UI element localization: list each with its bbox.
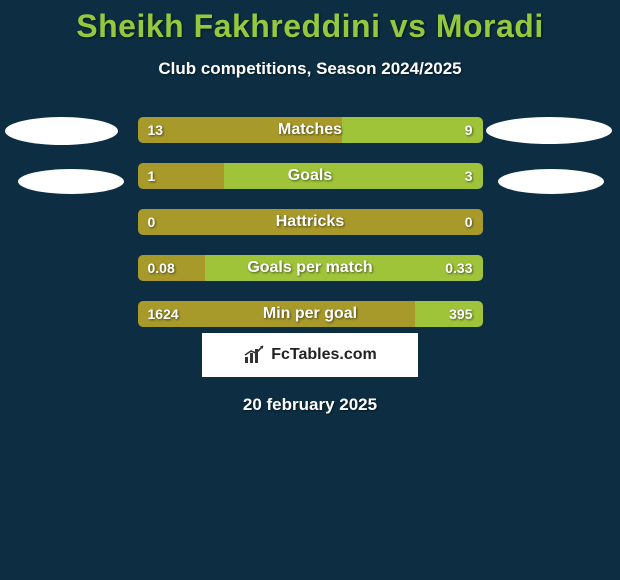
branding-box: FcTables.com <box>202 333 418 377</box>
bar-row: Matches13 9 <box>138 117 483 143</box>
bar-label: Matches <box>138 117 483 143</box>
player-left-oval-top <box>5 117 118 145</box>
bar-value-right: 3 <box>465 163 473 189</box>
bar-value-right: 9 <box>465 117 473 143</box>
bar-label: Min per goal <box>138 301 483 327</box>
bar-label: Goals <box>138 163 483 189</box>
player-left-oval-bottom <box>18 169 124 194</box>
bar-row: Min per goal1624 395 <box>138 301 483 327</box>
subtitle: Club competitions, Season 2024/2025 <box>0 59 620 79</box>
bar-row: Hattricks0 0 <box>138 209 483 235</box>
bar-label: Goals per match <box>138 255 483 281</box>
bar-row: Goals per match0.08 0.33 <box>138 255 483 281</box>
bar-value-right: 0.33 <box>445 255 472 281</box>
bar-value-left: 1 <box>148 163 156 189</box>
page-title: Sheikh Fakhreddini vs Moradi <box>0 0 620 45</box>
bar-row: Goals1 3 <box>138 163 483 189</box>
chart-icon <box>243 345 265 365</box>
bar-value-left: 13 <box>148 117 164 143</box>
comparison-page: Sheikh Fakhreddini vs Moradi Club compet… <box>0 0 620 580</box>
bar-value-left: 0 <box>148 209 156 235</box>
bar-value-left: 1624 <box>148 301 179 327</box>
player-right-oval-top <box>486 117 612 144</box>
bar-value-right: 395 <box>449 301 472 327</box>
bar-label: Hattricks <box>138 209 483 235</box>
content-area: Matches139Goals13Hattricks00Goals per ma… <box>0 117 620 415</box>
branding-text: FcTables.com <box>271 346 377 364</box>
player-right-oval-bottom <box>498 169 604 194</box>
date-text: 20 february 2025 <box>0 395 620 415</box>
bar-value-left: 0.08 <box>148 255 175 281</box>
comparison-bars: Matches139Goals13Hattricks00Goals per ma… <box>138 117 483 327</box>
bar-value-right: 0 <box>465 209 473 235</box>
